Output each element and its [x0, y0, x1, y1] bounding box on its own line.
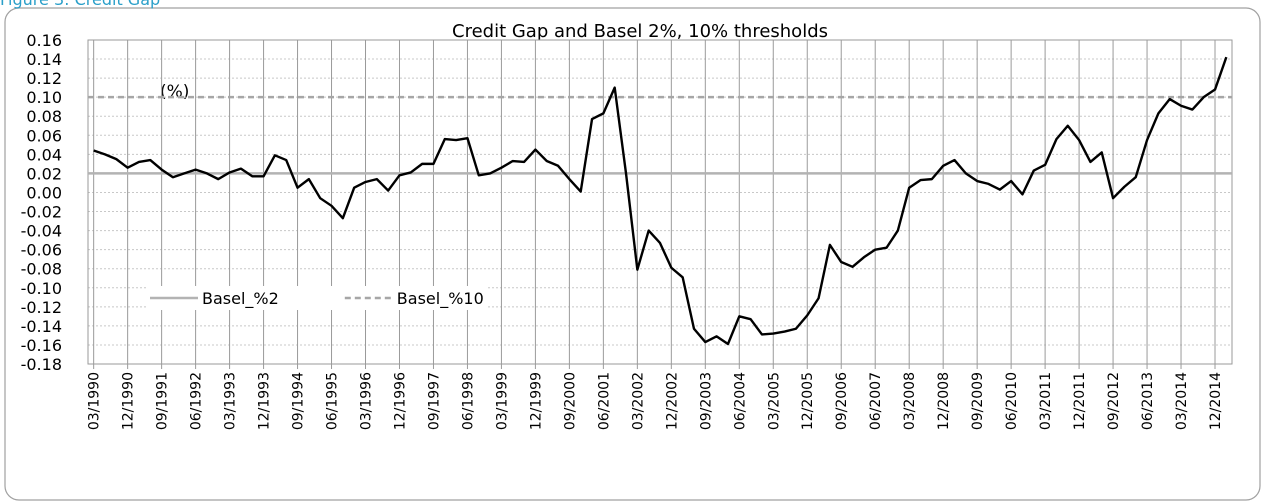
y-tick-label: -0.04	[21, 222, 62, 241]
x-tick-label: 12/1993	[257, 372, 273, 430]
data-line	[93, 56, 1228, 346]
x-tick-label: 09/1994	[291, 372, 307, 430]
x-tick-label: 06/1992	[189, 372, 205, 430]
y-tick-label: 0.12	[26, 69, 62, 88]
x-tick-label: 12/1996	[392, 372, 408, 430]
legend-label: Basel_%10	[397, 289, 484, 309]
y-tick-label: -0.14	[21, 317, 62, 336]
x-tick-label: 03/1990	[87, 372, 103, 430]
x-tick-label: 09/2009	[970, 372, 986, 430]
y-tick-label: -0.10	[21, 279, 62, 298]
y-tick-label: -0.18	[21, 355, 62, 374]
annotation: (%)	[160, 82, 189, 102]
y-tick-label: 0.00	[26, 183, 62, 202]
y-tick-label: 0.04	[26, 145, 62, 164]
frame	[4, 7, 1261, 501]
x-tick-label: 09/2006	[834, 372, 850, 430]
y-tick-label: -0.02	[21, 203, 62, 222]
x-tick-label: 06/2007	[868, 372, 884, 430]
x-tick-label: 06/1995	[325, 372, 341, 430]
y-tick-label: -0.16	[21, 336, 62, 355]
figure-caption: Figure 3: Credit Gap	[0, 0, 160, 9]
x-tick-label: 12/1990	[121, 372, 137, 430]
x-tick-label: 06/2001	[596, 372, 612, 430]
x-tick-label: 09/2003	[698, 372, 714, 430]
x-tick-label: 03/2014	[1174, 372, 1190, 430]
legend-label: Basel_%2	[202, 289, 279, 309]
x-tick-label: 06/2004	[732, 372, 748, 430]
x-tick-label: 12/2002	[664, 372, 680, 430]
y-tick-label: -0.12	[21, 298, 62, 317]
x-tick-label: 12/2014	[1208, 372, 1224, 430]
y-tick-label: -0.06	[21, 241, 62, 260]
x-tick-label: 03/2005	[766, 372, 782, 430]
x-tick-label: 09/1997	[426, 372, 442, 430]
y-tick-label: 0.10	[26, 88, 62, 107]
x-tick-label: 12/2005	[800, 372, 816, 430]
y-tick-label: 0.06	[26, 126, 62, 145]
plot-border	[87, 39, 1233, 365]
x-tick-label: 12/2011	[1072, 372, 1088, 430]
x-tick-label: 06/2013	[1140, 372, 1156, 430]
x-tick-label: 03/1996	[359, 372, 375, 430]
x-tick-label: 03/1999	[494, 372, 510, 430]
x-tick-label: 12/1999	[528, 372, 544, 430]
x-tick-label: 03/2008	[902, 372, 918, 430]
x-tick-label: 06/1998	[460, 372, 476, 430]
x-tick-label: 06/2010	[1004, 372, 1020, 430]
x-tick-label: 09/1991	[155, 372, 171, 430]
y-tick-label: -0.08	[21, 260, 62, 279]
x-tick-label: 09/2012	[1106, 372, 1122, 430]
y-tick-label: 0.08	[26, 107, 62, 126]
y-tick-label: 0.16	[26, 31, 62, 50]
y-tick-label: 0.14	[26, 50, 62, 69]
y-tick-label: 0.02	[26, 164, 62, 183]
x-tick-label: 03/2011	[1038, 372, 1054, 430]
x-tick-label: 03/1993	[223, 372, 239, 430]
legend-bg	[148, 286, 488, 310]
x-tick-label: 03/2002	[630, 372, 646, 430]
chart-title: Credit Gap and Basel 2%, 10% thresholds	[452, 21, 828, 42]
x-tick-label: 09/2000	[562, 372, 578, 430]
x-tick-label: 12/2008	[936, 372, 952, 430]
